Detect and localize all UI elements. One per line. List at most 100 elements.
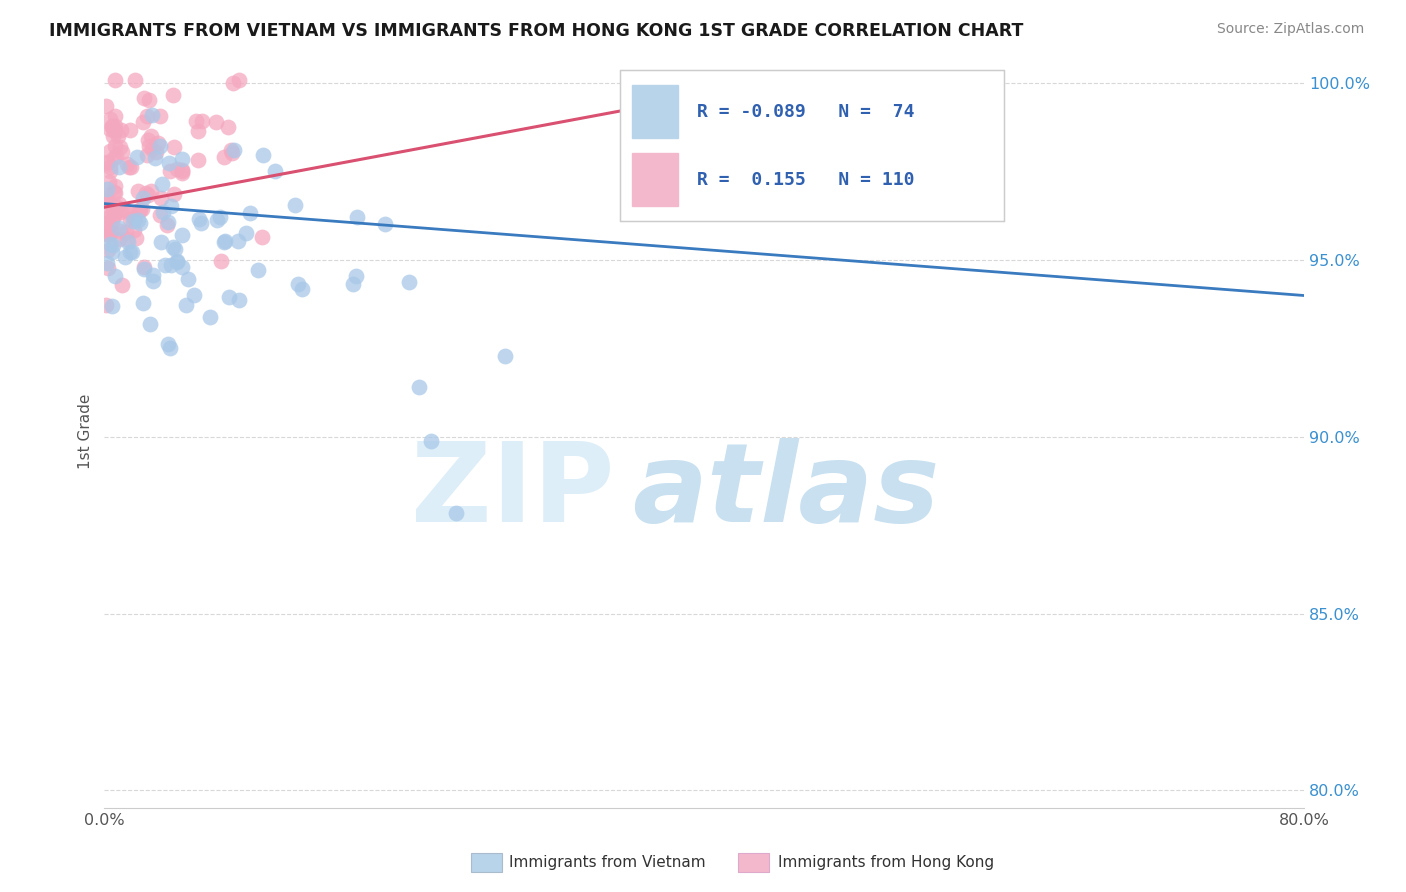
Point: [115, 232, 138, 246]
Point: [149, 191, 172, 205]
Point: [121, 245, 143, 260]
Point: [142, 268, 165, 282]
Point: [160, 258, 183, 272]
Point: [209, 254, 232, 268]
Point: [287, 277, 309, 291]
Point: [159, 199, 181, 213]
Point: [172, 260, 194, 275]
Point: [172, 163, 194, 178]
Point: [143, 151, 166, 165]
Point: [156, 218, 179, 232]
Point: [129, 216, 152, 230]
Point: [101, 128, 124, 143]
Text: Source: ZipAtlas.com: Source: ZipAtlas.com: [1216, 22, 1364, 37]
Point: [108, 160, 131, 174]
Point: [111, 145, 134, 159]
Point: [239, 205, 262, 219]
Point: [98, 160, 121, 174]
Point: [177, 272, 200, 286]
Point: [121, 213, 143, 227]
Point: [205, 115, 228, 129]
Point: [100, 220, 122, 235]
Point: [153, 259, 176, 273]
Point: [136, 109, 159, 123]
Point: [114, 250, 136, 264]
Point: [157, 156, 180, 170]
Point: [174, 298, 197, 312]
Point: [170, 165, 193, 179]
Point: [118, 211, 141, 226]
Text: ZIP: ZIP: [411, 438, 614, 545]
Point: [163, 186, 186, 201]
Point: [219, 143, 242, 157]
Point: [94, 227, 117, 241]
Point: [187, 124, 209, 138]
Point: [184, 114, 207, 128]
Point: [104, 124, 127, 138]
Point: [247, 263, 270, 277]
Point: [162, 88, 184, 103]
Point: [344, 268, 367, 283]
Point: [136, 188, 159, 202]
Point: [127, 184, 149, 198]
Point: [139, 128, 162, 143]
Point: [103, 179, 125, 194]
Point: [117, 157, 139, 171]
Point: [101, 238, 124, 252]
Point: [105, 200, 128, 214]
Point: [98, 164, 121, 178]
Point: [212, 235, 235, 250]
Point: [205, 213, 228, 227]
Point: [190, 216, 212, 230]
Point: [163, 140, 186, 154]
Point: [100, 225, 122, 239]
Point: [138, 139, 160, 153]
Point: [94, 99, 117, 113]
Point: [136, 148, 159, 162]
Point: [98, 122, 121, 136]
Point: [420, 434, 443, 448]
Point: [122, 223, 145, 237]
Point: [101, 120, 124, 134]
Point: [150, 177, 173, 191]
Point: [101, 299, 124, 313]
Point: [107, 232, 129, 246]
Point: [444, 506, 467, 520]
Point: [252, 148, 274, 162]
Point: [149, 208, 172, 222]
Point: [124, 211, 146, 226]
Point: [110, 205, 132, 219]
Point: [103, 269, 125, 284]
Point: [97, 175, 120, 189]
Point: [125, 231, 148, 245]
Point: [170, 227, 193, 242]
Point: [141, 108, 163, 122]
Point: [159, 164, 181, 178]
Point: [107, 128, 129, 143]
Text: atlas: atlas: [633, 438, 939, 545]
Point: [104, 109, 127, 123]
Point: [198, 310, 221, 324]
Point: [141, 142, 163, 156]
Point: [187, 211, 209, 226]
Point: [264, 164, 287, 178]
Point: [159, 341, 181, 355]
Point: [94, 191, 117, 205]
Point: [96, 156, 118, 170]
Point: [224, 144, 246, 158]
Point: [284, 198, 307, 212]
Point: [136, 133, 159, 147]
Point: [97, 243, 120, 257]
Point: [132, 115, 155, 129]
Point: [221, 76, 243, 90]
Point: [162, 240, 184, 254]
Point: [103, 139, 125, 153]
Point: [112, 202, 135, 217]
Point: [104, 186, 127, 200]
Point: [98, 236, 121, 251]
Point: [128, 202, 150, 217]
Point: [127, 213, 149, 227]
Point: [96, 217, 118, 231]
Point: [96, 204, 118, 219]
Point: [118, 160, 141, 174]
